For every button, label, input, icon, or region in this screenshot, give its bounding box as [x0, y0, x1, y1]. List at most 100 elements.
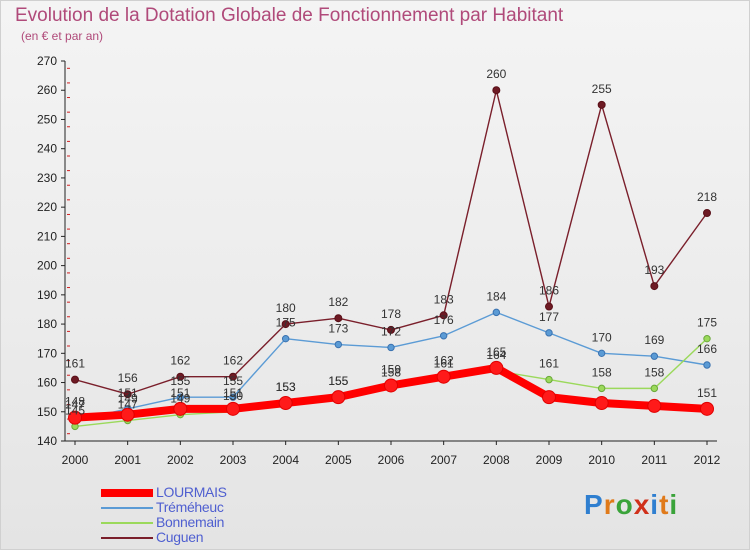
x-tick-label: 2004 [272, 453, 299, 467]
x-tick-label: 2008 [483, 453, 510, 467]
data-point-lourmais [700, 401, 714, 416]
data-label-bonnemain: 161 [434, 357, 454, 371]
data-label-tremeheuc: 177 [539, 310, 559, 324]
data-point-cuguen [229, 372, 237, 381]
data-point-tremeheuc [387, 343, 395, 352]
data-label-bonnemain: 164 [486, 348, 506, 362]
data-point-bonnemain [703, 334, 711, 343]
data-point-cuguen [281, 320, 290, 329]
data-label-cuguen: 255 [592, 82, 612, 96]
data-point-cuguen [650, 282, 659, 291]
legend-swatch [101, 536, 153, 539]
data-label-tremeheuc: 175 [276, 316, 296, 330]
data-point-lourmais [384, 378, 398, 393]
data-point-lourmais [120, 407, 135, 422]
data-point-bonnemain [597, 384, 606, 393]
data-label-tremeheuc: 155 [223, 374, 243, 388]
data-label-tremeheuc: 184 [486, 289, 506, 303]
data-label-tremeheuc: 172 [381, 324, 401, 338]
data-point-tremeheuc [176, 393, 185, 401]
data-point-lourmais [173, 401, 188, 416]
data-label-bonnemain: 149 [170, 392, 190, 406]
data-label-lourmais: 151 [223, 386, 243, 400]
y-tick-label: 250 [37, 112, 57, 126]
y-tick-label: 230 [37, 171, 57, 185]
data-point-cuguen [334, 314, 343, 323]
legend-label: LOURMAIS [156, 484, 227, 500]
data-label-lourmais: 162 [434, 354, 454, 368]
y-tick-label: 200 [37, 259, 57, 273]
data-point-bonnemain [650, 384, 659, 393]
data-point-cuguen [71, 375, 79, 384]
data-point-cuguen [597, 100, 606, 109]
data-point-tremeheuc [545, 329, 553, 337]
logo-letter: r [603, 489, 616, 520]
data-label-cuguen: 183 [434, 292, 454, 306]
data-point-cuguen [492, 86, 501, 95]
data-point-lourmais [647, 398, 662, 413]
data-label-bonnemain: 175 [697, 316, 717, 330]
data-label-lourmais: 148 [65, 395, 85, 409]
data-label-cuguen: 162 [170, 354, 190, 368]
data-label-cuguen: 182 [328, 295, 348, 309]
data-point-cuguen [439, 311, 448, 320]
logo-letter: t [659, 489, 670, 520]
x-tick-label: 2002 [167, 453, 194, 467]
y-tick-label: 240 [37, 142, 57, 156]
data-point-lourmais [331, 390, 346, 405]
data-point-lourmais [489, 360, 504, 375]
data-label-bonnemain: 161 [539, 357, 559, 371]
data-label-lourmais: 153 [276, 380, 296, 394]
data-label-cuguen: 161 [65, 357, 85, 371]
legend-item-lourmais: LOURMAIS [101, 484, 301, 500]
y-tick-label: 260 [37, 83, 57, 97]
legend-swatch [101, 521, 153, 524]
data-label-lourmais: 155 [328, 374, 348, 388]
data-label-cuguen: 178 [381, 307, 401, 321]
data-label-cuguen: 162 [223, 354, 243, 368]
data-label-bonnemain: 145 [65, 403, 85, 417]
data-point-lourmais [594, 396, 609, 410]
data-point-tremeheuc [650, 352, 659, 360]
data-label-lourmais: 159 [381, 362, 401, 376]
chart-legend: LOURMAIS Tréméheuc Bonnemain Cuguen [101, 484, 301, 545]
legend-swatch [101, 506, 153, 509]
chart-subtitle: (en € et par an) [21, 29, 104, 43]
proxiti-logo: Proxiti [584, 489, 678, 521]
y-tick-label: 160 [37, 376, 57, 390]
y-tick-label: 190 [37, 288, 57, 302]
data-point-tremeheuc [703, 361, 711, 369]
data-label-cuguen: 260 [486, 67, 506, 81]
x-tick-label: 2012 [694, 453, 721, 467]
y-tick-label: 220 [37, 200, 57, 214]
data-point-cuguen [387, 325, 395, 334]
x-tick-label: 2006 [378, 453, 405, 467]
x-tick-label: 2000 [62, 453, 89, 467]
data-label-tremeheuc: 166 [697, 342, 717, 356]
data-label-tremeheuc: 155 [170, 374, 190, 388]
data-label-tremeheuc: 173 [328, 322, 348, 336]
y-tick-label: 210 [37, 229, 57, 243]
x-tick-label: 2011 [641, 453, 667, 467]
logo-letter: x [633, 489, 651, 520]
data-label-bonnemain: 155 [328, 374, 348, 388]
data-point-cuguen [703, 209, 711, 217]
y-tick-label: 270 [37, 54, 57, 68]
data-label-tremeheuc: 147 [65, 398, 85, 412]
data-label-cuguen: 156 [118, 371, 138, 385]
x-tick-label: 2010 [588, 453, 615, 467]
data-point-cuguen [545, 302, 553, 311]
x-tick-label: 2009 [536, 453, 563, 467]
data-point-tremeheuc [597, 349, 606, 358]
data-point-lourmais [68, 410, 82, 425]
data-point-tremeheuc [281, 334, 290, 343]
data-point-tremeheuc [229, 393, 237, 401]
y-tick-label: 170 [37, 346, 57, 360]
x-tick-label: 2005 [325, 453, 352, 467]
data-label-cuguen: 218 [697, 190, 717, 204]
x-tick-label: 2001 [114, 453, 141, 467]
data-point-bonnemain [545, 375, 553, 384]
data-label-bonnemain: 150 [223, 389, 243, 403]
